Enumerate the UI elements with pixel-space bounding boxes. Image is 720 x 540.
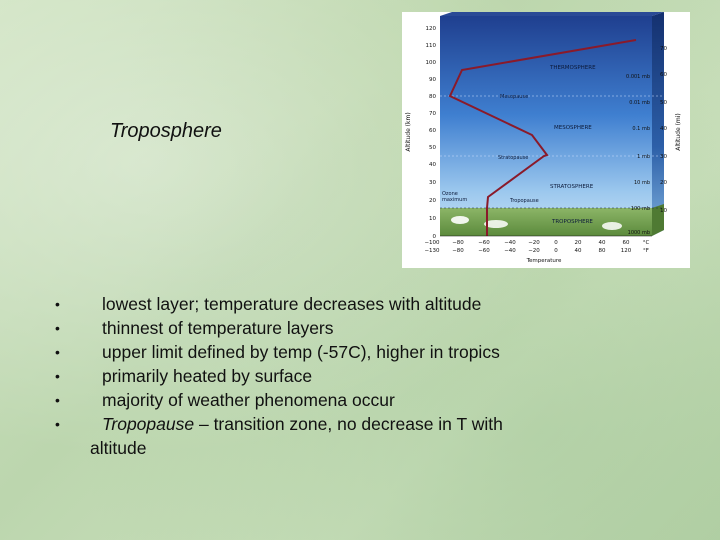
bullet-dot: • — [55, 368, 60, 384]
bullet-text: lowest layer; temperature decreases with… — [102, 294, 482, 314]
cloud-shape — [484, 220, 508, 228]
boundary-label: Mesopause — [500, 94, 528, 100]
bullet-dot: • — [55, 320, 60, 336]
bullet-text: primarily heated by surface — [102, 366, 313, 386]
bullet-dot: • — [55, 296, 60, 312]
celsius-tick: 60 — [623, 240, 630, 246]
alt-km-tick: 20 — [429, 198, 436, 204]
boundary-label: Tropopause — [509, 198, 539, 204]
left-axis-label: Altitude (km) — [405, 112, 412, 151]
alt-km-tick: 40 — [429, 162, 436, 168]
fahrenheit-unit: °F — [643, 248, 649, 254]
alt-km-tick: 70 — [429, 111, 436, 117]
box-top-face — [440, 12, 664, 16]
celsius-tick: −20 — [528, 240, 540, 246]
cloud-shape — [451, 216, 469, 224]
fahrenheit-tick: −80 — [452, 248, 464, 254]
bullet-dot: • — [55, 344, 60, 360]
alt-km-tick: 110 — [426, 43, 437, 49]
alt-km-tick: 90 — [429, 77, 436, 83]
alt-km-tick: 100 — [426, 60, 437, 66]
sky-side-face — [652, 12, 664, 236]
bullet-item: • lowest layer; temperature decreases wit… — [55, 292, 615, 316]
bullet-text: thinnest of temperature layers — [102, 318, 334, 338]
celsius-unit: °C — [643, 240, 650, 246]
ground-band — [440, 208, 652, 236]
alt-km-tick: 30 — [429, 180, 436, 186]
bullet-text: upper limit defined by temp (-57C), high… — [102, 342, 500, 362]
fahrenheit-tick: 40 — [575, 248, 582, 254]
bullet-item: • majority of weather phenomena occur — [55, 388, 615, 412]
right-axis-label: Altitude (mi) — [675, 113, 682, 151]
layer-label: THERMOSPHERE — [549, 65, 596, 71]
ozone-label: maximum — [442, 197, 467, 203]
alt-mi-tick: 70 — [660, 46, 667, 52]
fahrenheit-tick: 0 — [554, 248, 558, 254]
fahrenheit-tick: −40 — [504, 248, 516, 254]
alt-km-tick: 80 — [429, 94, 436, 100]
bullet-item: • upper limit defined by temp (-57C), hig… — [55, 340, 615, 364]
bullet-item: • primarily heated by surface — [55, 364, 615, 388]
pressure-label: 1000 mb — [628, 230, 650, 236]
alt-km-tick: 60 — [429, 128, 436, 134]
alt-km-tick: 10 — [429, 216, 436, 222]
alt-mi-tick: 50 — [660, 100, 667, 106]
bullet-continuation: altitude — [90, 438, 147, 458]
celsius-tick: 40 — [599, 240, 606, 246]
pressure-label: 0.01 mb — [629, 100, 650, 106]
pressure-label: 10 mb — [634, 180, 650, 186]
sky-face — [440, 16, 652, 236]
bullet-item: • Tropopause – transition zone, no decrea… — [55, 412, 615, 460]
alt-km-tick: 120 — [426, 26, 437, 32]
fahrenheit-tick: 120 — [621, 248, 632, 254]
slide-title: Troposphere — [110, 120, 222, 142]
celsius-tick: 0 — [554, 240, 558, 246]
ozone-label: Ozone — [442, 191, 458, 197]
alt-km-tick: 50 — [429, 145, 436, 151]
layer-label: MESOSPHERE — [554, 125, 592, 131]
layer-label: STRATOSPHERE — [550, 184, 594, 190]
fahrenheit-tick: 80 — [599, 248, 606, 254]
alt-km-tick: 0 — [433, 234, 437, 240]
alt-mi-tick: 60 — [660, 72, 667, 78]
fahrenheit-tick: −130 — [424, 248, 440, 254]
bullet-dot: • — [55, 416, 60, 432]
bullet-text: majority of weather phenomena occur — [102, 390, 395, 410]
pressure-label: 0.1 mb — [632, 126, 650, 132]
bottom-axis-label: Temperature — [526, 258, 562, 264]
alt-mi-tick: 20 — [660, 180, 667, 186]
layer-label: TROPOSPHERE — [551, 219, 593, 225]
celsius-tick: −100 — [424, 240, 440, 246]
temperature-profile-line — [448, 39, 637, 236]
boundary-label: Stratopause — [498, 155, 528, 161]
cloud-shape — [602, 222, 622, 230]
bullet-text: – transition zone, no decrease in T with — [194, 414, 503, 434]
fahrenheit-tick: −60 — [478, 248, 490, 254]
pressure-label: 1 mb — [637, 154, 650, 160]
bullet-emphasis: Tropopause — [102, 414, 195, 434]
fahrenheit-tick: −20 — [528, 248, 540, 254]
alt-mi-tick: 10 — [660, 208, 667, 214]
alt-mi-tick: 40 — [660, 126, 667, 132]
celsius-tick: 20 — [575, 240, 582, 246]
alt-mi-tick: 30 — [660, 154, 667, 160]
pressure-label: 0.001 mb — [626, 74, 650, 80]
bullet-item: • thinnest of temperature layers — [55, 316, 615, 340]
atmosphere-temperature-diagram: 0 10 20 30 40 50 60 70 80 90 100 110 120… — [402, 12, 690, 268]
bullet-dot: • — [55, 392, 60, 408]
celsius-tick: −40 — [504, 240, 516, 246]
pressure-label: 100 mb — [631, 206, 650, 212]
celsius-tick: −80 — [452, 240, 464, 246]
celsius-tick: −60 — [478, 240, 490, 246]
bullet-list: • lowest layer; temperature decreases wit… — [55, 292, 615, 460]
